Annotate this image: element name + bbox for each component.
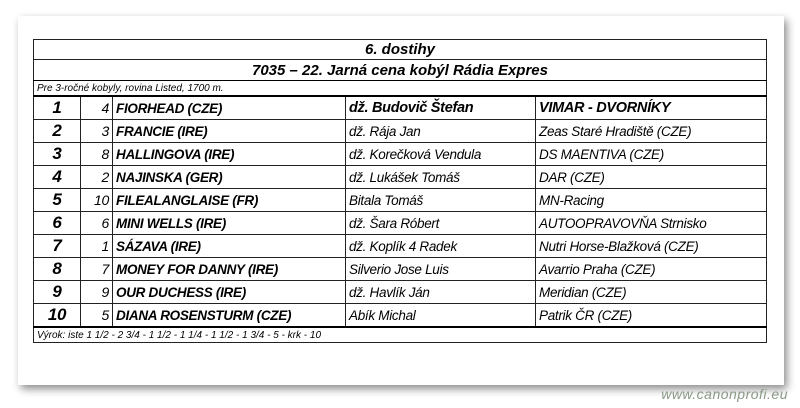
owner-cell: Nutri Horse-Blažková (CZE) (535, 234, 767, 258)
place-cell: 7 (33, 234, 81, 258)
number-cell: 5 (80, 303, 113, 328)
number-cell: 7 (80, 257, 113, 281)
jockey-cell: dž. Rája Jan (345, 119, 536, 143)
jockey-cell: dž. Šara Róbert (345, 211, 536, 235)
place-cell: 8 (33, 257, 81, 281)
horse-cell: FILEALANGLAISE (FR) (112, 188, 346, 212)
owner-cell: AUTOOPRAVOVŇA Strnisko (535, 211, 767, 235)
place-cell: 6 (33, 211, 81, 235)
number-cell: 2 (80, 165, 113, 189)
horse-cell: NAJINSKA (GER) (112, 165, 346, 189)
horse-cell: FIORHEAD (CZE) (112, 95, 346, 120)
owner-cell: Zeas Staré Hradiště (CZE) (535, 119, 767, 143)
owner-cell: DAR (CZE) (535, 165, 767, 189)
jockey-cell: dž. Lukášek Tomáš (345, 165, 536, 189)
place-cell: 3 (33, 142, 81, 166)
place-cell: 4 (33, 165, 81, 189)
result-row: 8 7 MONEY FOR DANNY (IRE) Silverio Jose Lui… (33, 257, 767, 281)
number-cell: 8 (80, 142, 113, 166)
owner-cell: DS MAENTIVA (CZE) (535, 142, 767, 166)
horse-cell: HALLINGOVA (IRE) (112, 142, 346, 166)
place-cell: 9 (33, 280, 81, 304)
number-cell: 9 (80, 280, 113, 304)
result-row: 4 2 NAJINSKA (GER) dž. Lukášek Tomáš DAR (CZ… (33, 165, 767, 189)
result-row: 5 10 FILEALANGLAISE (FR) Bitala Tomáš MN-Rac… (33, 188, 767, 212)
result-row: 9 9 OUR DUCHESS (IRE) dž. Havlík Ján Meridia… (33, 280, 767, 304)
number-cell: 3 (80, 119, 113, 143)
result-row: 10 5 DIANA ROSENSTURM (CZE) Abík Michal Patr… (33, 303, 767, 328)
horse-cell: MINI WELLS (IRE) (112, 211, 346, 235)
jockey-cell: Silverio Jose Luis (345, 257, 536, 281)
place-cell: 2 (33, 119, 81, 143)
result-row: 3 8 HALLINGOVA (IRE) dž. Korečková Vendula D… (33, 142, 767, 166)
race-number: 6. dostihy (33, 39, 767, 60)
horse-cell: MONEY FOR DANNY (IRE) (112, 257, 346, 281)
horse-cell: OUR DUCHESS (IRE) (112, 280, 346, 304)
place-cell: 1 (33, 95, 81, 120)
jockey-cell: Abík Michal (345, 303, 536, 328)
jockey-cell: dž. Koplík 4 Radek (345, 234, 536, 258)
place-cell: 10 (33, 303, 81, 328)
number-cell: 10 (80, 188, 113, 212)
owner-cell: Patrik ČR (CZE) (535, 303, 767, 328)
number-cell: 6 (80, 211, 113, 235)
margins: Výrok: iste 1 1/2 - 2 3/4 - 1 1/2 - 1 1/… (33, 326, 767, 343)
jockey-cell: dž. Budovič Štefan (345, 95, 536, 120)
race-title: 7035 – 22. Jarná cena kobýl Rádia Expres (33, 59, 767, 81)
horse-cell: DIANA ROSENSTURM (CZE) (112, 303, 346, 328)
race-conditions: Pre 3-ročné kobyly, rovina Listed, 1700 … (33, 80, 767, 97)
place-cell: 5 (33, 188, 81, 212)
owner-cell: VIMAR - DVORNÍKY (535, 95, 767, 120)
number-cell: 1 (80, 234, 113, 258)
result-row: 6 6 MINI WELLS (IRE) dž. Šara Róbert AUTOOPR… (33, 211, 767, 235)
results-table: 6. dostihy 7035 – 22. Jarná cena kobýl R… (33, 39, 767, 343)
jockey-cell: dž. Korečková Vendula (345, 142, 536, 166)
jockey-cell: Bitala Tomáš (345, 188, 536, 212)
owner-cell: Meridian (CZE) (535, 280, 767, 304)
jockey-cell: dž. Havlík Ján (345, 280, 536, 304)
watermark: www.canonprofi.eu (661, 386, 788, 402)
number-cell: 4 (80, 95, 113, 120)
result-row: 7 1 SÁZAVA (IRE) dž. Koplík 4 Radek Nutri Ho… (33, 234, 767, 258)
horse-cell: FRANCIE (IRE) (112, 119, 346, 143)
result-row: 1 4 FIORHEAD (CZE) dž. Budovič Štefan VIMAR … (33, 95, 767, 120)
owner-cell: MN-Racing (535, 188, 767, 212)
owner-cell: Avarrio Praha (CZE) (535, 257, 767, 281)
result-row: 2 3 FRANCIE (IRE) dž. Rája Jan Zeas Staré Hr… (33, 119, 767, 143)
horse-cell: SÁZAVA (IRE) (112, 234, 346, 258)
